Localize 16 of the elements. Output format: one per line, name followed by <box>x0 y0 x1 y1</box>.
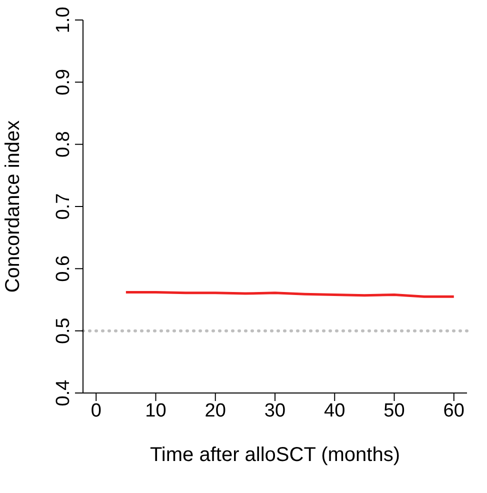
x-tick-label: 0 <box>90 400 102 422</box>
y-tick-label: 0.9 <box>53 68 74 96</box>
y-tick-label: 0.5 <box>53 318 74 344</box>
x-tick-label: 60 <box>443 400 464 422</box>
x-tick-label: 50 <box>384 400 405 422</box>
y-tick-label: 0.6 <box>53 255 74 282</box>
y-axis-title: Concordance index <box>2 120 24 293</box>
y-tick-label: 0.4 <box>53 379 74 406</box>
y-tick-label: 0.7 <box>53 193 74 220</box>
y-tick-label: 1.0 <box>53 6 74 34</box>
x-tick-label: 20 <box>204 400 226 422</box>
x-tick-label: 40 <box>324 400 346 422</box>
x-axis-title: Time after alloSCT (months) <box>150 444 400 466</box>
y-tick-label: 0.8 <box>53 131 74 158</box>
x-tick-label: 10 <box>145 400 166 422</box>
x-tick-label: 30 <box>264 400 286 422</box>
